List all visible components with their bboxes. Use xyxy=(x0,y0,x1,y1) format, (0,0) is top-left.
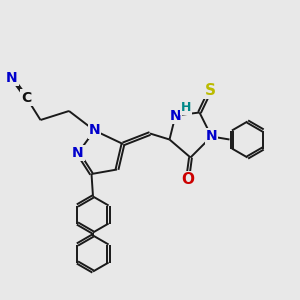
Text: S: S xyxy=(205,83,215,98)
Text: N: N xyxy=(6,71,18,85)
Text: C: C xyxy=(21,91,32,104)
Text: H: H xyxy=(181,100,191,114)
Text: O: O xyxy=(181,172,194,188)
Text: N: N xyxy=(170,109,181,122)
Text: N: N xyxy=(72,146,84,160)
Text: N: N xyxy=(206,130,217,143)
Text: N: N xyxy=(89,124,100,137)
